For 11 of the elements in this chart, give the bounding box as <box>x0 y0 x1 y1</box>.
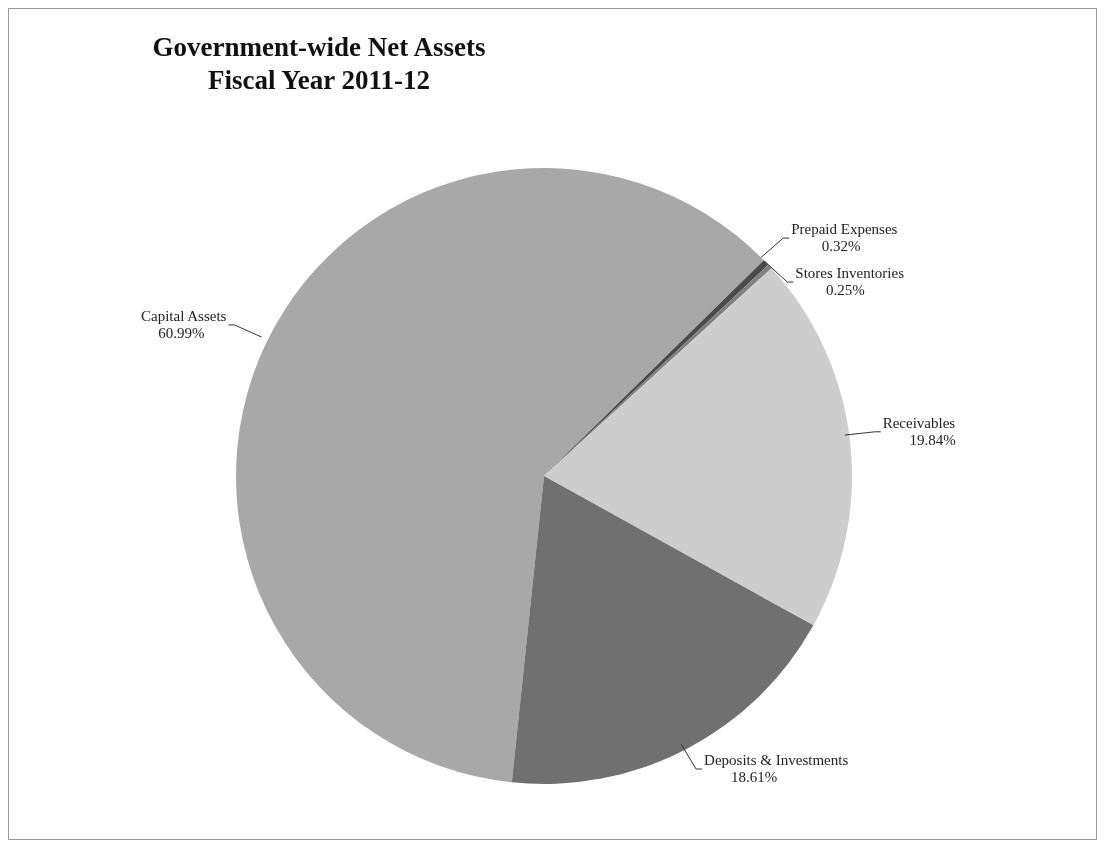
data-label: 60.99% <box>158 324 205 341</box>
chart-title: Government-wide Net Assets Fiscal Year 2011-12 <box>151 31 487 97</box>
slice-label: Stores Inventories <box>795 265 905 282</box>
slice-label: Receivables <box>882 414 956 431</box>
slice-label: Deposits & Investments <box>704 752 849 769</box>
data-label: 19.84% <box>909 431 956 448</box>
data-label: 18.61% <box>730 769 778 786</box>
slice-label: Prepaid Expenses <box>791 221 898 238</box>
data-label: 0.32% <box>821 238 861 255</box>
data-label: 0.25% <box>825 282 865 299</box>
slice-label: Capital Assets <box>141 307 227 324</box>
